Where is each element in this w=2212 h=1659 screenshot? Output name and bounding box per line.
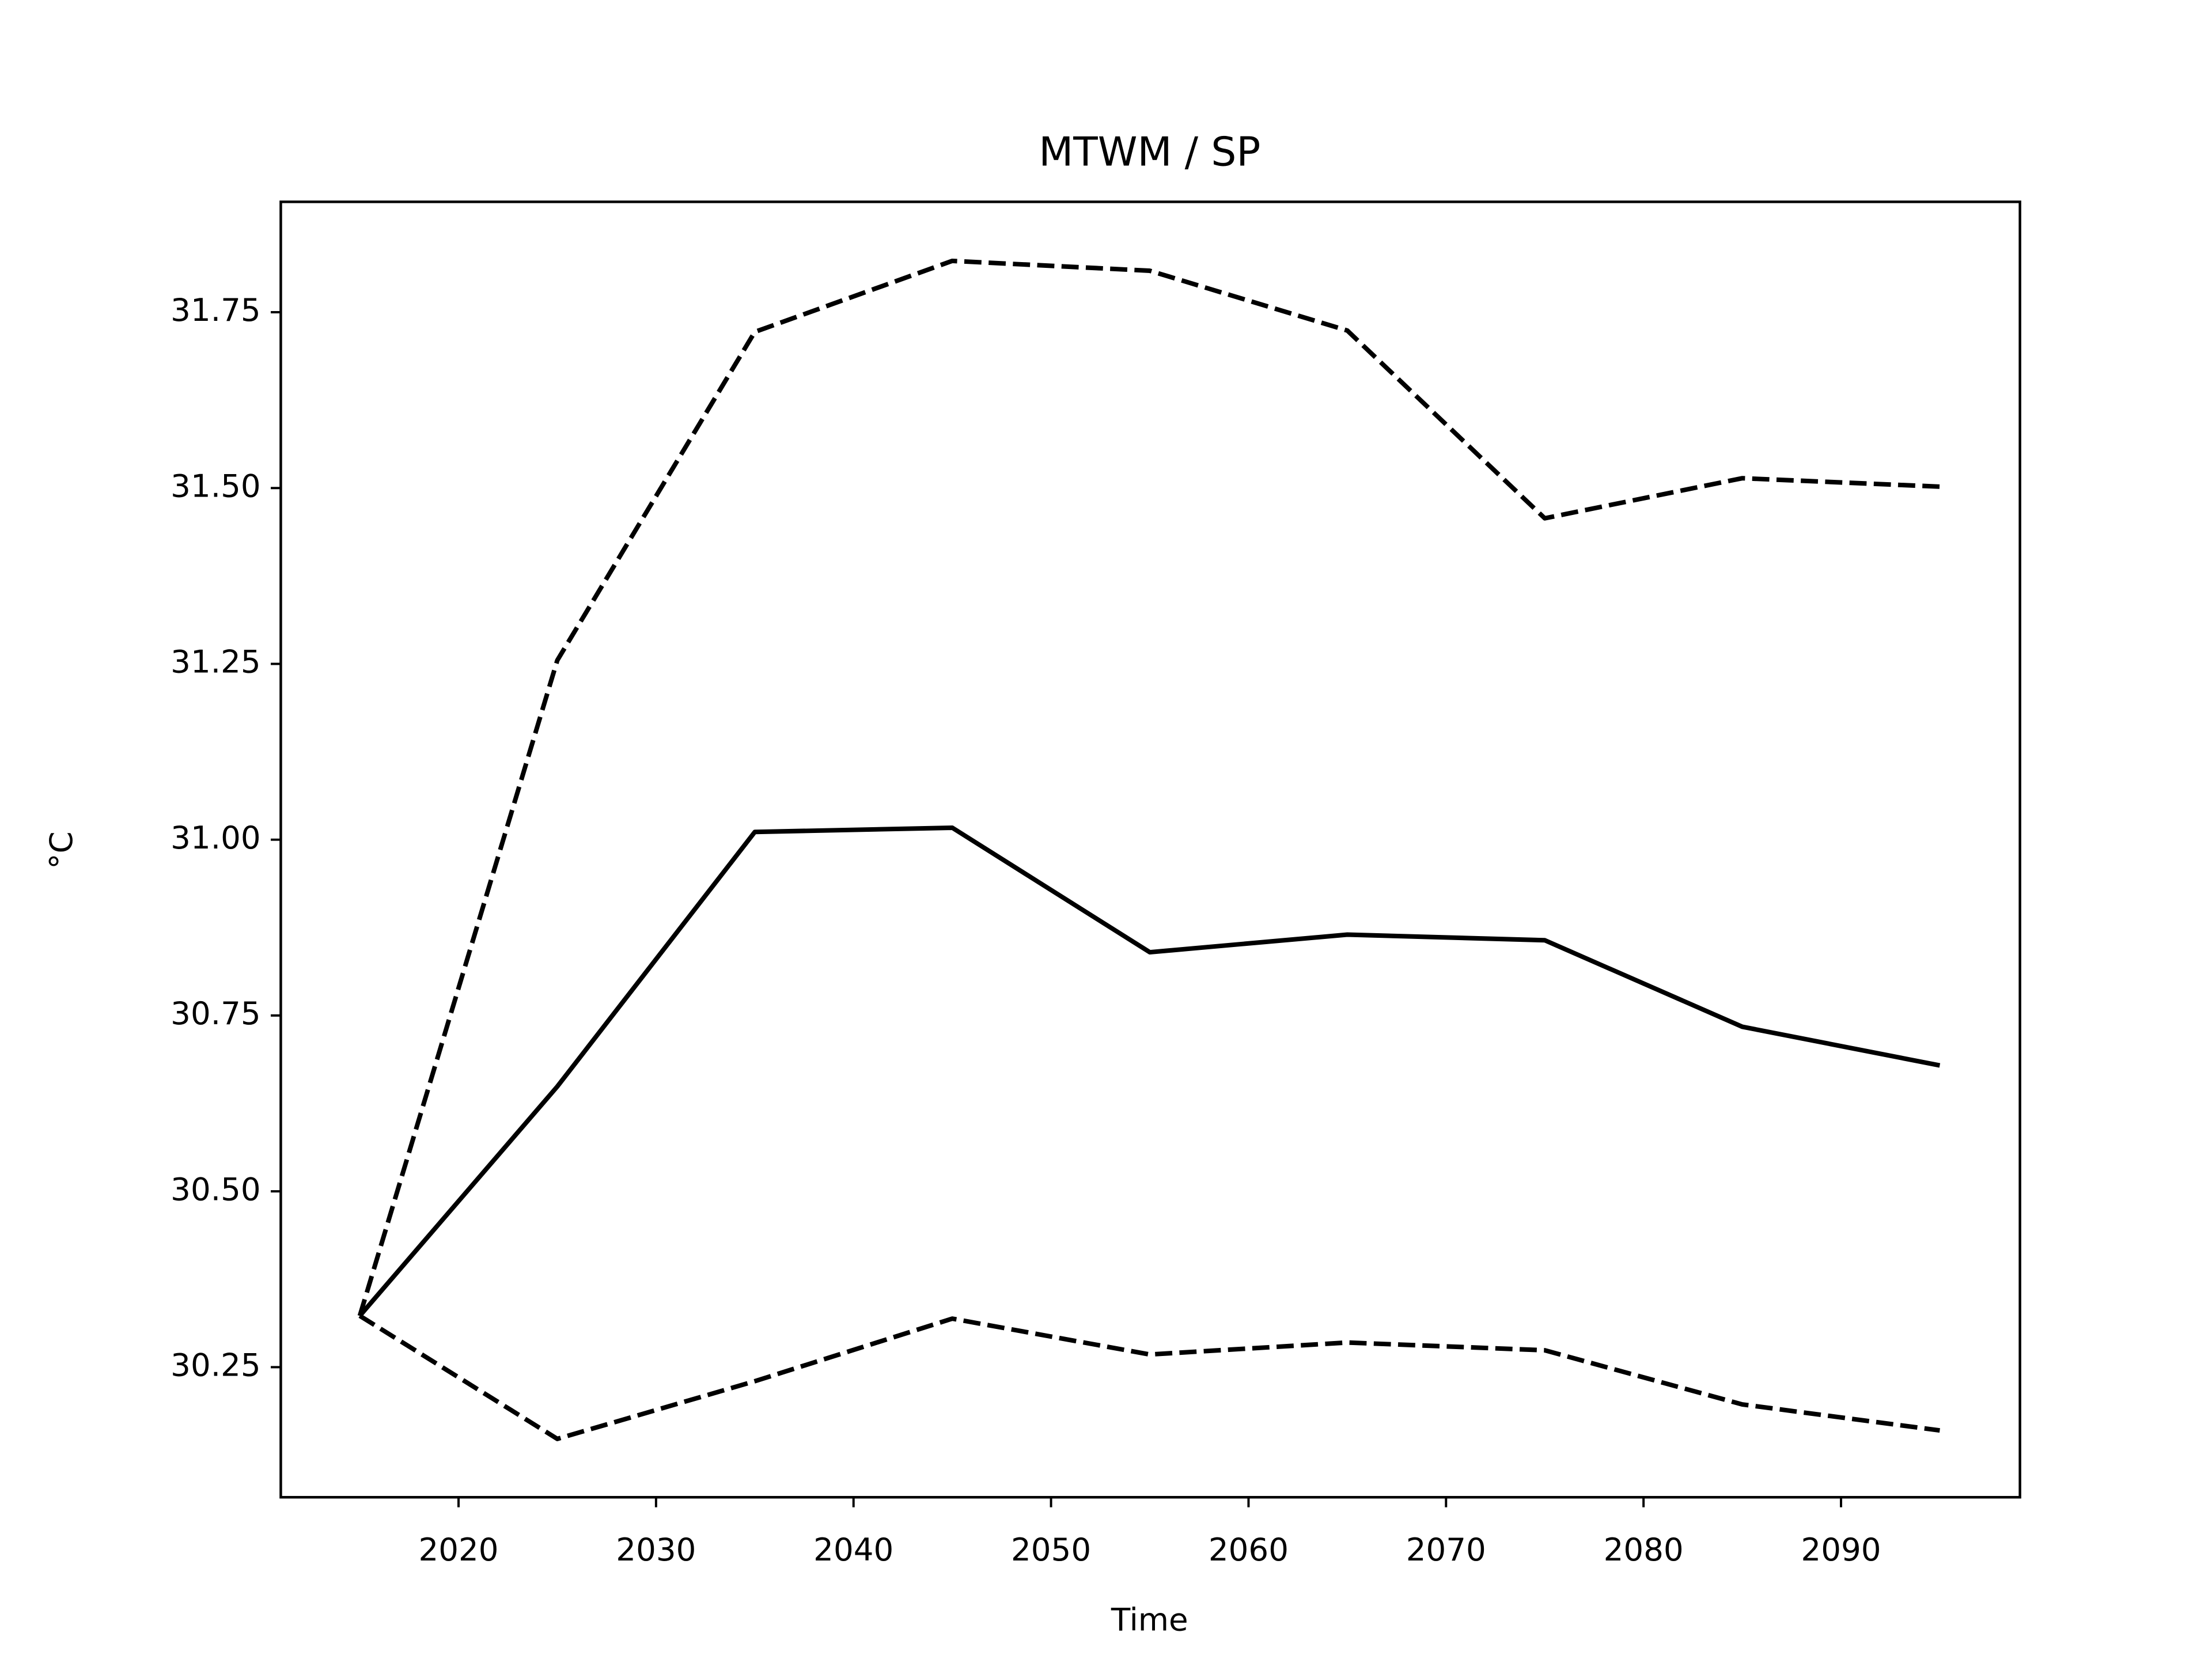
y-tick-label: 31.75 (171, 291, 260, 328)
series-line (358, 825, 1941, 1317)
x-tick-label: 2090 (1801, 1531, 1881, 1568)
y-tick-label: 31.50 (171, 467, 260, 504)
series-line (357, 258, 1940, 1317)
x-tick-label: 2030 (616, 1531, 696, 1568)
x-tick-label: 2060 (1209, 1531, 1289, 1568)
x-axis-label: Time (1111, 1601, 1188, 1638)
y-tick-label: 31.00 (171, 819, 260, 856)
y-axis-label: °C (43, 831, 79, 869)
x-tick-label: 2050 (1011, 1531, 1091, 1568)
series-line (358, 1313, 1940, 1441)
x-tick-label: 2080 (1604, 1531, 1684, 1568)
y-tick-label: 30.50 (171, 1171, 260, 1207)
x-tick-label: 2020 (418, 1531, 498, 1568)
x-tick-label: 2040 (813, 1531, 893, 1568)
y-tick-label: 30.75 (171, 995, 260, 1032)
y-tick-label: 30.25 (171, 1346, 260, 1383)
chart-title: MTWM / SP (1039, 128, 1260, 175)
plot-frame (279, 200, 2021, 1499)
x-tick-label: 2070 (1406, 1531, 1486, 1568)
y-tick-label: 31.25 (171, 643, 260, 680)
